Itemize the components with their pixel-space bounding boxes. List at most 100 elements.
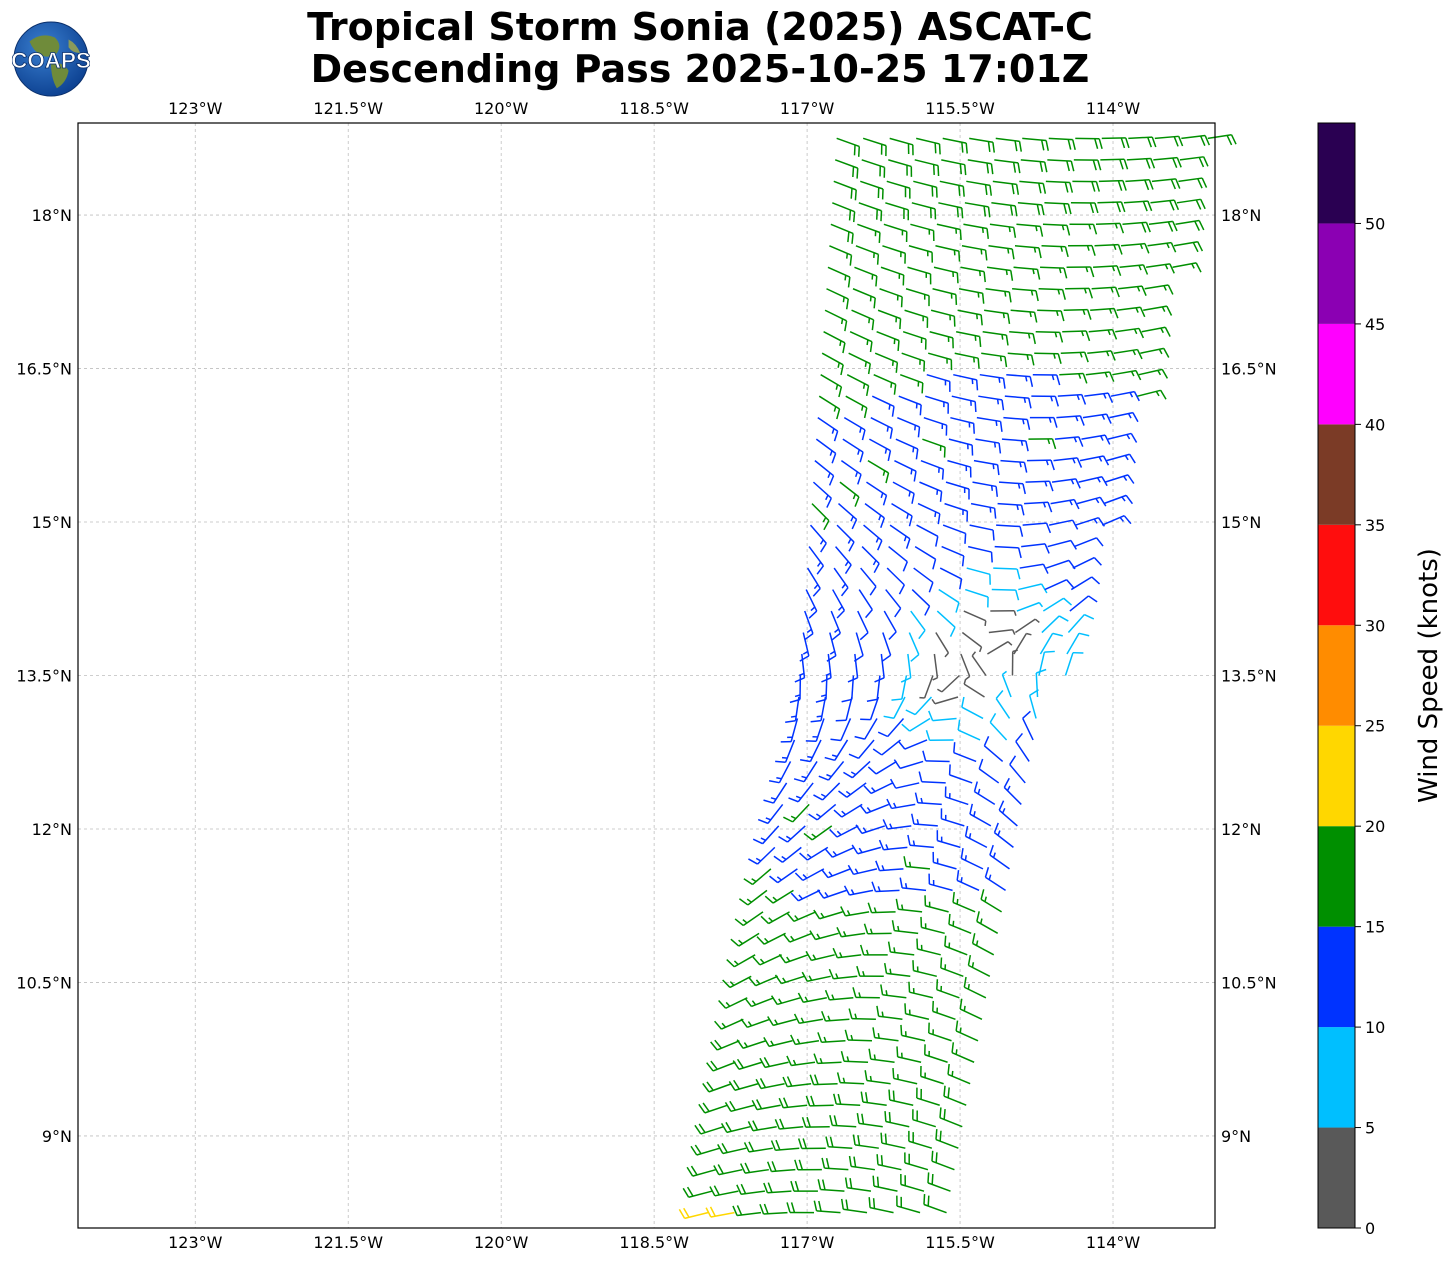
wind-barb xyxy=(678,1207,709,1220)
barb-feather xyxy=(939,1107,942,1118)
barb-staff xyxy=(898,908,923,913)
barb-feather xyxy=(1012,227,1017,238)
barb-staff xyxy=(1048,137,1073,141)
barb-feather xyxy=(885,472,890,484)
wind-barb xyxy=(1047,159,1075,172)
barb-feather-half xyxy=(854,471,859,478)
barb-feather-half xyxy=(838,606,843,611)
barb-feather xyxy=(1023,462,1028,473)
barb-staff xyxy=(880,266,904,276)
barb-feather xyxy=(1048,480,1054,492)
wind-barb xyxy=(747,1120,777,1132)
x-tick-label-bottom: 118.5°W xyxy=(619,1233,689,1252)
barb-staff xyxy=(886,567,905,586)
x-tick-label-top: 117°W xyxy=(780,99,835,118)
barb-staff xyxy=(1022,137,1047,142)
barb-feather-half xyxy=(841,583,846,589)
barb-feather xyxy=(1114,286,1120,298)
wind-barb xyxy=(1011,649,1018,676)
barb-staff xyxy=(827,266,851,278)
barb-feather xyxy=(1170,242,1177,253)
barb-feather-half xyxy=(862,827,867,833)
barb-feather xyxy=(898,584,905,595)
barb-feather-half xyxy=(813,584,819,590)
barb-feather xyxy=(1094,138,1099,149)
barb-feather-half xyxy=(885,990,888,996)
wind-barb xyxy=(1207,134,1237,146)
wind-barb xyxy=(840,460,862,485)
barb-feather xyxy=(943,1109,946,1120)
barb-feather xyxy=(1039,161,1044,172)
wind-barb xyxy=(1141,326,1171,337)
wind-barb xyxy=(989,844,1010,870)
barb-staff xyxy=(815,438,837,454)
barb-staff xyxy=(913,823,938,827)
barb-feather-half xyxy=(1105,351,1110,357)
barb-feather xyxy=(876,1154,879,1165)
barb-staff xyxy=(883,610,897,633)
wind-barb xyxy=(788,782,814,803)
barb-feather xyxy=(1203,156,1209,167)
barb-feather-half xyxy=(820,793,827,798)
barb-feather xyxy=(1135,370,1142,381)
colorbar-label: Wind Speed (knots) xyxy=(1414,548,1444,803)
barb-feather-half xyxy=(975,313,978,320)
wind-barb xyxy=(1072,180,1100,192)
barb-staff xyxy=(1046,559,1070,569)
barb-feather xyxy=(1010,270,1014,281)
barb-staff xyxy=(793,911,817,923)
barb-staff xyxy=(844,1060,869,1063)
barb-staff xyxy=(919,481,942,493)
barb-staff xyxy=(824,1167,849,1171)
barb-feather xyxy=(721,1143,728,1153)
wind-barb xyxy=(1068,244,1096,256)
wind-barb xyxy=(932,1000,956,1020)
barb-feather-half xyxy=(806,853,812,859)
barb-feather-half xyxy=(1001,670,1008,676)
barb-staff xyxy=(988,629,1013,634)
barb-staff xyxy=(855,632,864,656)
barb-feather xyxy=(1091,245,1096,256)
wind-barb xyxy=(732,1058,763,1070)
barb-staff xyxy=(939,1117,963,1128)
barb-staff xyxy=(1040,266,1065,269)
barb-staff xyxy=(1028,695,1037,719)
barb-feather xyxy=(782,933,791,943)
barb-feather xyxy=(948,764,951,775)
barb-staff xyxy=(782,846,802,863)
wind-barb xyxy=(1037,309,1065,322)
barb-staff xyxy=(830,223,854,235)
barb-feather xyxy=(1117,244,1123,255)
barb-feather-half xyxy=(988,874,992,880)
wind-barb xyxy=(891,502,913,527)
barb-feather xyxy=(825,848,834,858)
barb-feather-half xyxy=(893,802,897,809)
barb-staff xyxy=(778,761,792,784)
wind-barb xyxy=(918,771,946,784)
barb-feather xyxy=(932,164,935,175)
wind-barb xyxy=(854,266,878,287)
wind-barb xyxy=(1101,137,1130,149)
barb-feather-half xyxy=(1006,785,1011,791)
barb-feather xyxy=(910,653,920,662)
x-tick-label-bottom: 115.5°W xyxy=(925,1233,995,1252)
barb-feather xyxy=(752,1120,759,1131)
barb-feather xyxy=(751,1099,758,1110)
barb-feather xyxy=(1040,139,1045,151)
wind-barb xyxy=(843,885,874,896)
wind-barb xyxy=(813,909,843,920)
barb-feather xyxy=(1064,182,1069,193)
barb-staff xyxy=(866,481,887,496)
barb-feather xyxy=(740,1163,746,1174)
wind-barb xyxy=(830,223,854,244)
wind-barb xyxy=(982,330,1009,346)
wind-barb xyxy=(834,159,859,179)
barb-feather xyxy=(882,495,888,506)
barb-feather xyxy=(918,629,926,640)
wind-barb xyxy=(971,933,995,956)
wind-barb xyxy=(967,545,993,563)
barb-staff xyxy=(1013,266,1038,271)
barb-feather xyxy=(876,1005,880,1017)
wind-barb xyxy=(860,1091,887,1106)
barb-staff xyxy=(948,923,972,935)
